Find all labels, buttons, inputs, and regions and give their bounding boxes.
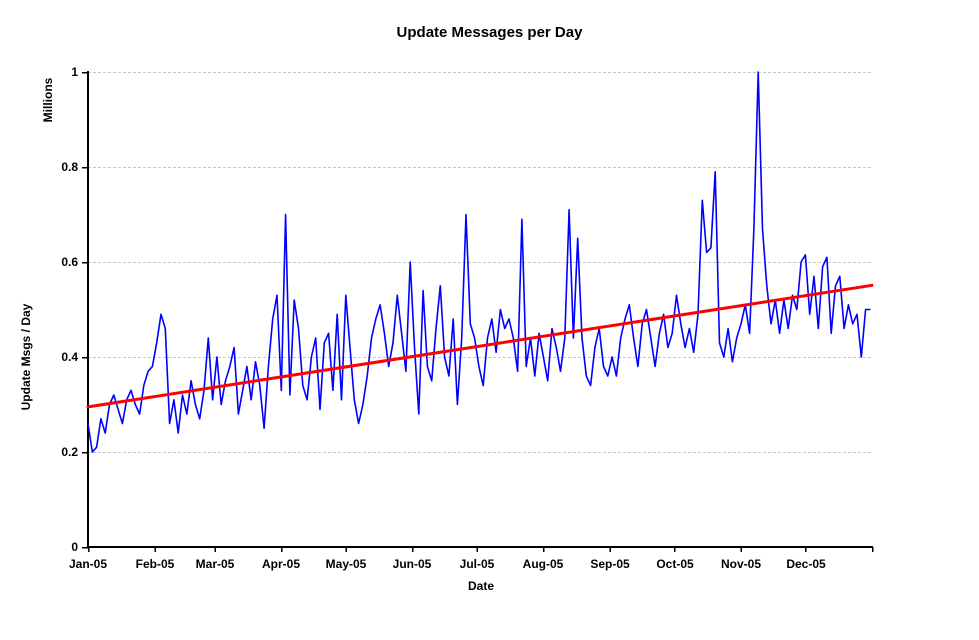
x-tick-label: Apr-05 — [261, 557, 300, 571]
x-tick-label: Aug-05 — [522, 557, 564, 571]
x-tick-label: Jun-05 — [392, 557, 432, 571]
y-tick-label: 0.8 — [61, 160, 78, 174]
x-tick-label: Dec-05 — [786, 557, 826, 571]
y-tick-label: 0 — [71, 540, 78, 554]
x-tick-label: Nov-05 — [720, 557, 761, 571]
x-tick-label: Jan-05 — [68, 557, 108, 571]
x-tick-label: Feb-05 — [135, 557, 175, 571]
chart-title: Update Messages per Day — [396, 24, 583, 41]
linear-trend-line — [86, 283, 874, 409]
x-axis-title: Date — [467, 579, 494, 593]
y-tick-label: 0.4 — [61, 350, 78, 364]
x-tick-label: May-05 — [325, 557, 367, 571]
x-tick-label: Jul-05 — [459, 557, 495, 571]
y-tick-label: 0.6 — [61, 255, 78, 269]
update-msgs-per-day-line — [87, 71, 871, 453]
x-tick-label: Mar-05 — [195, 557, 235, 571]
x-tick-label: Sep-05 — [590, 557, 630, 571]
x-tick-label: Oct-05 — [656, 557, 694, 571]
y-tick-label: 0.2 — [61, 445, 78, 459]
y-tick-label: 1 — [71, 65, 78, 79]
